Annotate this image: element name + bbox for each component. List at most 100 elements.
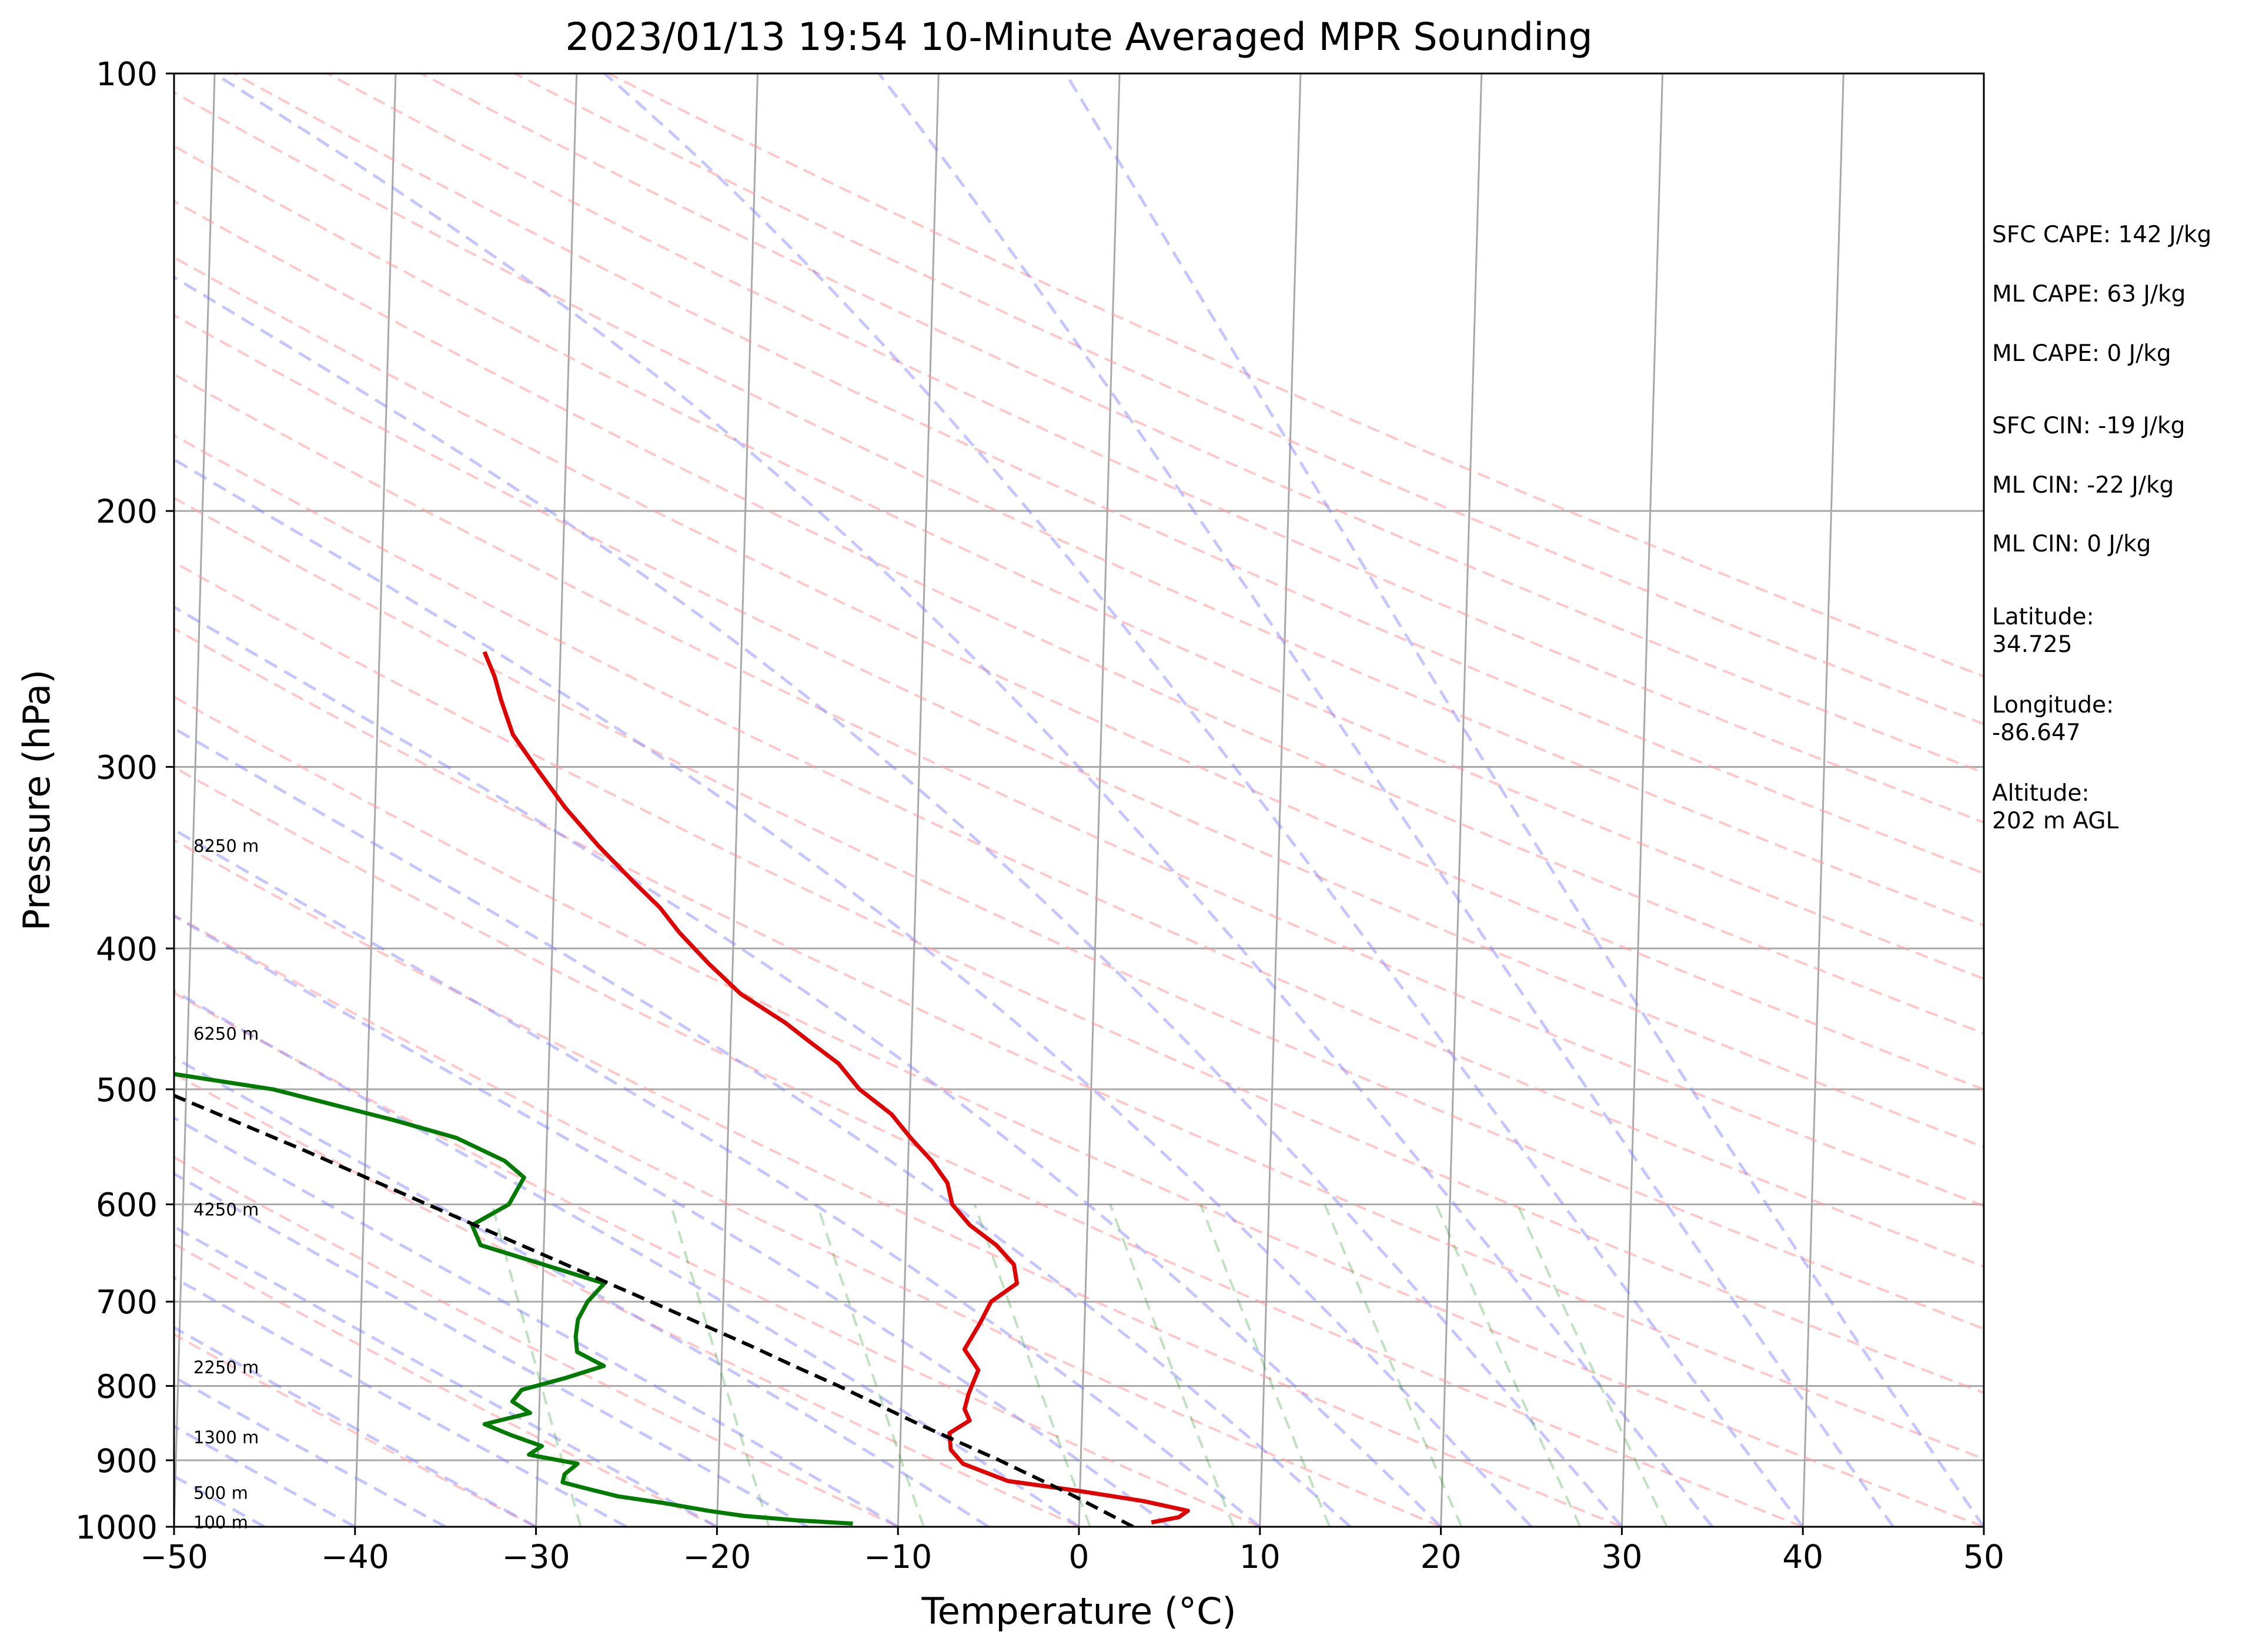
isotherm-line bbox=[174, 73, 216, 1527]
ml-cape-text: ML CAPE: 63 J/kg bbox=[1992, 281, 2186, 307]
dry-adiabat bbox=[174, 434, 1984, 1268]
dry-adiabat bbox=[420, 73, 1984, 774]
x-tick-label: 50 bbox=[1963, 1538, 2004, 1576]
y-tick-label: 300 bbox=[96, 748, 158, 786]
y-tick-label: 900 bbox=[96, 1442, 158, 1480]
mixing-ratio-line bbox=[973, 1203, 1091, 1527]
x-tick-label: −40 bbox=[321, 1538, 389, 1576]
x-tick-label: −20 bbox=[683, 1538, 751, 1576]
y-tick-label: 1000 bbox=[75, 1509, 158, 1546]
ml-cape-text-2: ML CAPE: 0 J/kg bbox=[1992, 340, 2171, 367]
longitude-text: Longitude: -86.647 bbox=[1992, 692, 2114, 746]
moist-adiabat bbox=[174, 1172, 808, 1527]
height-label: 6250 m bbox=[193, 1024, 259, 1044]
height-label: 1300 m bbox=[193, 1427, 259, 1447]
moist-adiabat bbox=[1064, 73, 1984, 1527]
isotherm-line bbox=[1802, 73, 1844, 1527]
ml-cin-text-2: ML CIN: 0 J/kg bbox=[1992, 531, 2151, 557]
dry-adiabat bbox=[326, 73, 1984, 824]
mixing-ratio-line bbox=[1199, 1203, 1331, 1527]
dry-adiabat bbox=[174, 914, 1442, 1527]
height-label: 4250 m bbox=[193, 1199, 259, 1219]
moist-adiabat bbox=[174, 1225, 718, 1527]
dry-adiabat bbox=[233, 73, 1984, 875]
dry-adiabat bbox=[174, 256, 1984, 1091]
latitude-text: Latitude: 34.725 bbox=[1992, 604, 2094, 658]
moist-adiabat bbox=[174, 1276, 627, 1527]
isotherm-line bbox=[897, 73, 940, 1527]
y-axis-label: Pressure (hPa) bbox=[15, 670, 58, 931]
temperature-profile bbox=[482, 651, 1190, 1524]
moist-adiabat bbox=[603, 73, 1804, 1527]
moist-adiabat bbox=[174, 605, 1442, 1527]
sfc-cin-text: SFC CIN: -19 J/kg bbox=[1992, 413, 2186, 439]
height-label: 100 m bbox=[193, 1512, 248, 1532]
moist-adiabat bbox=[174, 828, 1261, 1527]
x-tick-label: 20 bbox=[1421, 1538, 1462, 1576]
moist-adiabat bbox=[877, 73, 1895, 1527]
y-axis: 1000 900 800 700 600 500 400 300 200 100 bbox=[75, 55, 174, 1546]
x-tick-label: 40 bbox=[1782, 1538, 1823, 1576]
x-tick-label: 0 bbox=[1069, 1538, 1090, 1576]
altitude-text: Altitude: 202 m AGL bbox=[1992, 780, 2119, 834]
dry-adiabat bbox=[174, 496, 1984, 1330]
chart-title: 2023/01/13 19:54 10-Minute Averaged MPR … bbox=[565, 15, 1592, 59]
background-lines bbox=[174, 73, 1984, 1527]
dry-adiabat bbox=[174, 561, 1984, 1394]
moist-adiabat bbox=[174, 275, 1623, 1527]
dewpoint-profile bbox=[174, 1072, 853, 1526]
x-tick-label: −50 bbox=[140, 1538, 208, 1576]
dry-adiabat bbox=[174, 373, 1984, 1208]
dry-adiabat bbox=[174, 313, 1984, 1149]
mixing-ratio-line bbox=[816, 1203, 925, 1527]
height-label: 500 m bbox=[193, 1483, 248, 1503]
moist-adiabat bbox=[174, 457, 1533, 1527]
x-axis-label: Temperature (°C) bbox=[921, 1590, 1236, 1633]
dry-adiabat bbox=[174, 695, 1984, 1527]
moist-adiabat bbox=[174, 727, 1352, 1527]
mixing-ratio-line bbox=[1435, 1203, 1582, 1527]
y-tick-label: 100 bbox=[96, 55, 158, 93]
mixing-ratio-line bbox=[669, 1204, 770, 1527]
y-tick-label: 600 bbox=[96, 1186, 158, 1224]
isotherm-line bbox=[535, 73, 578, 1527]
data-lines bbox=[174, 651, 1190, 1527]
y-tick-label: 400 bbox=[96, 930, 158, 968]
mixing-ratio-line bbox=[1324, 1203, 1463, 1527]
isotherm-line bbox=[1078, 73, 1121, 1527]
plot-frame bbox=[173, 72, 1985, 1528]
x-tick-label: 30 bbox=[1601, 1538, 1642, 1576]
moist-adiabat bbox=[213, 73, 1714, 1527]
dry-adiabat bbox=[174, 991, 1261, 1527]
height-label: 2250 m bbox=[193, 1357, 259, 1377]
dry-adiabat bbox=[174, 627, 1984, 1460]
parcel-profile bbox=[174, 1093, 1134, 1527]
height-labels: 100 m 500 m 1300 m 2250 m 4250 m 6250 m 8250 m bbox=[193, 836, 259, 1533]
isotherm-line bbox=[1620, 73, 1663, 1527]
moist-adiabat bbox=[174, 1375, 446, 1527]
dry-adiabat bbox=[174, 1072, 1080, 1527]
isotherm-line bbox=[716, 73, 758, 1527]
ml-cin-text: ML CIN: -22 J/kg bbox=[1992, 472, 2174, 499]
sfc-cape-text: SFC CAPE: 142 J/kg bbox=[1992, 222, 2212, 248]
y-tick-label: 800 bbox=[96, 1367, 158, 1405]
x-tick-label: 10 bbox=[1239, 1538, 1281, 1576]
mixing-ratio-line bbox=[1109, 1203, 1235, 1527]
x-axis: −50 −40 −30 −20 −10 0 10 20 30 40 50 bbox=[140, 1527, 2004, 1576]
moist-adiabat bbox=[174, 1116, 899, 1527]
x-tick-label: −10 bbox=[864, 1538, 932, 1576]
isotherm-line bbox=[1440, 73, 1483, 1527]
dry-adiabat bbox=[174, 1242, 718, 1527]
x-tick-label: −30 bbox=[502, 1538, 570, 1576]
y-tick-label: 700 bbox=[96, 1283, 158, 1321]
y-tick-label: 500 bbox=[96, 1071, 158, 1109]
y-tick-label: 200 bbox=[96, 493, 158, 530]
isotherm-line bbox=[1259, 73, 1302, 1527]
moist-adiabat bbox=[174, 989, 1080, 1527]
isotherm-line bbox=[354, 73, 397, 1527]
height-label: 8250 m bbox=[193, 836, 259, 856]
mixing-ratio-line bbox=[1516, 1203, 1668, 1527]
dry-adiabat bbox=[174, 199, 1984, 1035]
moist-adiabat bbox=[174, 1326, 537, 1527]
